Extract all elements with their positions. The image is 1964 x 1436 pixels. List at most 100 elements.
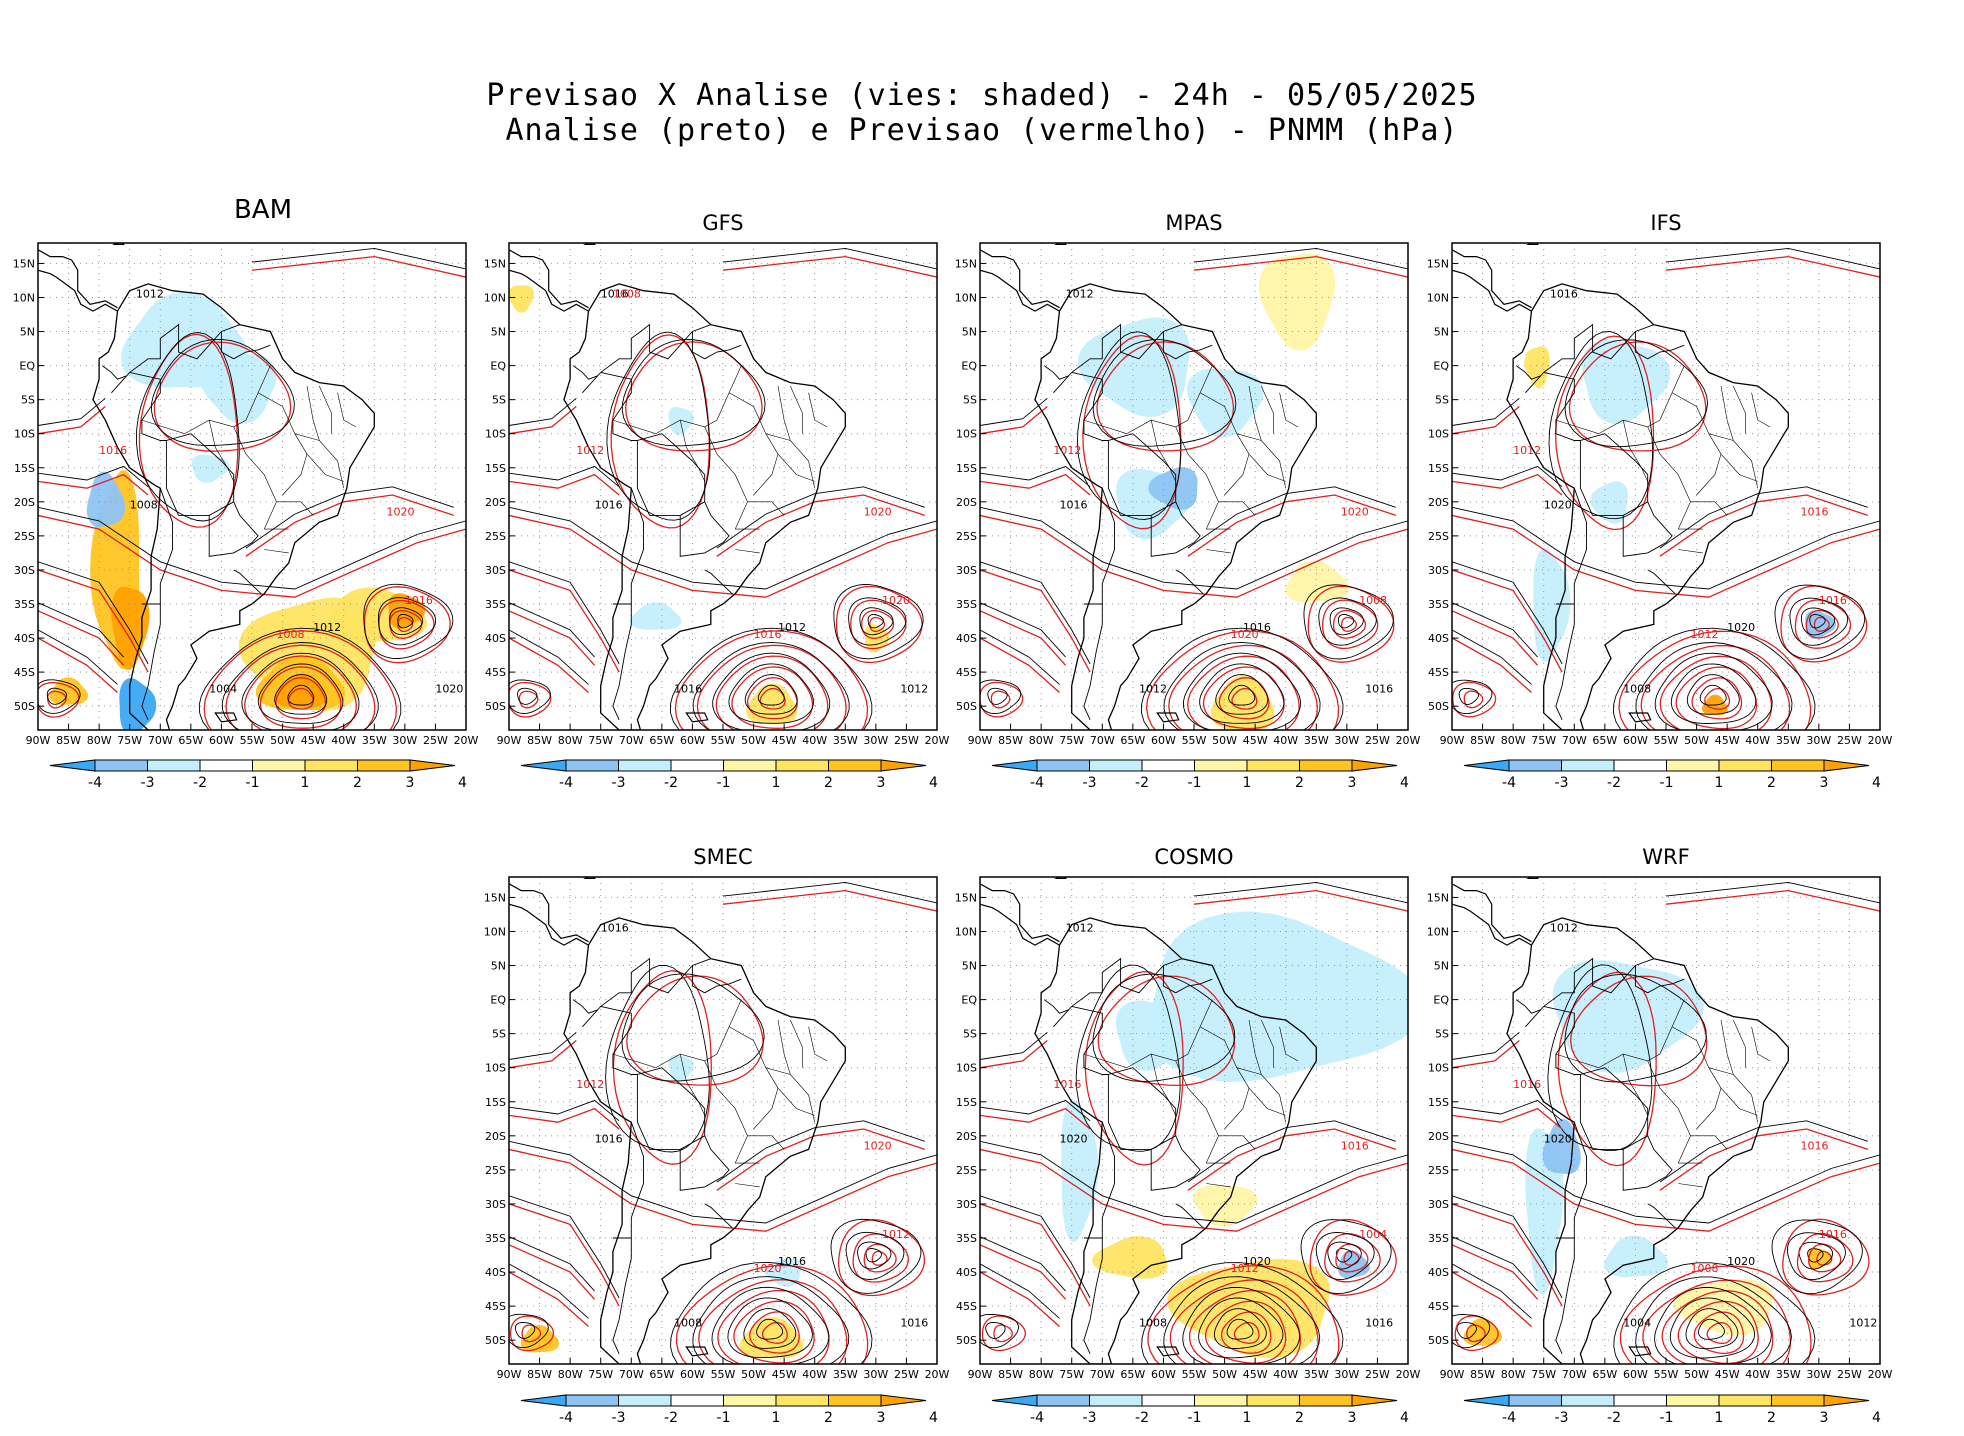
analysis-contour — [621, 339, 766, 447]
state-border — [728, 1026, 779, 1130]
country-border — [1647, 978, 1685, 994]
country-border — [691, 331, 705, 360]
analysis-contour — [509, 629, 589, 685]
lon-tick-label: 90W — [1440, 1368, 1465, 1381]
country-border — [679, 1135, 730, 1191]
bias-area — [668, 406, 694, 436]
analysis-contour — [1182, 1286, 1301, 1364]
lon-tick-label: 65W — [1120, 1368, 1145, 1381]
analysis-contour — [1213, 1308, 1267, 1349]
island — [583, 877, 596, 879]
analysis-contour — [833, 584, 924, 660]
colorbar-label: 3 — [1348, 1410, 1357, 1426]
forecast-contour — [259, 666, 342, 729]
lon-tick-label: 30W — [1334, 734, 1359, 747]
state-border — [294, 433, 320, 441]
analysis-contour — [1654, 1287, 1772, 1364]
state-border — [1678, 1183, 1703, 1188]
lat-tick-label: 30S — [485, 1198, 506, 1211]
lon-tick-label: 40W — [802, 1368, 827, 1381]
forecast-contour — [38, 610, 125, 666]
analysis-contour — [692, 641, 850, 730]
colorbar-label: 2 — [1295, 1410, 1304, 1426]
forecast-contour — [1452, 681, 1497, 718]
contour-label: 1016 — [1341, 1139, 1369, 1152]
contour-label: 1016 — [1819, 1228, 1847, 1241]
analysis-contour — [1798, 1241, 1834, 1270]
lon-tick-label: 20W — [1396, 734, 1421, 747]
forecast-contour — [38, 406, 106, 435]
lon-tick-label: 50W — [741, 734, 766, 747]
coastline — [980, 269, 1060, 312]
analysis-contour — [1686, 674, 1740, 715]
panel-bam: 10121016100810201012100810041016102015N1… — [13, 195, 479, 791]
panel-title: SMEC — [693, 845, 752, 869]
lon-tick-label: 65W — [649, 1368, 674, 1381]
forecast-contour — [733, 1300, 815, 1364]
analysis-contour — [1665, 881, 1880, 904]
analysis-contour — [1163, 641, 1321, 730]
forecast-contour — [1642, 1279, 1792, 1364]
country-border — [704, 344, 742, 360]
forecast-contour — [509, 406, 577, 435]
analysis-contour — [980, 1099, 1091, 1122]
analysis-contour — [509, 506, 937, 590]
lon-tick-label: 40W — [1745, 1368, 1770, 1381]
analysis-contour — [136, 332, 240, 522]
lat-tick-label: 5S — [1435, 394, 1449, 407]
analysis-contour — [509, 679, 551, 714]
island — [1628, 1346, 1652, 1357]
forecast-contour — [509, 610, 596, 666]
lat-tick-label: 15N — [13, 257, 35, 270]
lon-tick-label: 90W — [968, 734, 993, 747]
forecast-contour — [1452, 569, 1563, 673]
lon-tick-label: 65W — [1592, 1368, 1617, 1381]
island — [1156, 712, 1180, 723]
lat-tick-label: 25S — [1428, 530, 1449, 543]
analysis-contour — [1685, 1308, 1739, 1350]
state-border — [1647, 1060, 1691, 1164]
lon-tick-label: 90W — [497, 734, 522, 747]
analysis-contour — [857, 1241, 892, 1270]
lon-tick-label: 80W — [87, 734, 112, 747]
lat-tick-label: EQ — [490, 994, 506, 1007]
lat-tick-label: 20S — [956, 496, 977, 509]
forecast-contour — [1193, 889, 1408, 912]
lat-tick-label: 20S — [1428, 496, 1449, 509]
lat-tick-label: 5S — [963, 394, 977, 407]
lat-tick-label: 15S — [956, 462, 977, 475]
forecast-contour — [1452, 1271, 1532, 1327]
contour-label: 1016 — [601, 287, 629, 300]
analysis-contour — [1092, 973, 1236, 1082]
island — [583, 243, 596, 245]
contour-label: 1020 — [1231, 628, 1259, 641]
analysis-contour — [1329, 607, 1364, 636]
country-border — [1175, 978, 1213, 994]
coastline — [38, 269, 118, 312]
forecast-contour — [1659, 1128, 1869, 1191]
country-border — [1083, 488, 1115, 720]
forecast-contour — [509, 1203, 620, 1307]
bias-area — [1148, 911, 1408, 1083]
colorbar-segment — [94, 759, 148, 772]
forecast-contour — [1452, 406, 1520, 435]
forecast-contour — [980, 1203, 1091, 1307]
forecast-contour — [980, 1244, 1067, 1300]
coastline — [1034, 283, 1317, 730]
contour-label: 1020 — [435, 683, 463, 696]
state-border — [1248, 453, 1286, 482]
lon-tick-label: 25W — [894, 734, 919, 747]
state-border — [1733, 385, 1746, 434]
lat-tick-label: 15S — [1428, 1096, 1449, 1109]
bias-area — [1463, 1318, 1502, 1346]
lon-tick-label: 35W — [833, 734, 858, 747]
country-border — [1647, 1203, 1676, 1229]
contour-label: 1004 — [1359, 1228, 1387, 1241]
lon-tick-label: 30W — [392, 734, 417, 747]
analysis-contour — [669, 627, 873, 730]
state-border — [808, 1026, 828, 1062]
analysis-contour — [621, 973, 765, 1082]
forecast-contour — [1568, 341, 1707, 452]
colorbar-segment — [723, 759, 777, 772]
lon-tick-label: 50W — [1684, 734, 1709, 747]
